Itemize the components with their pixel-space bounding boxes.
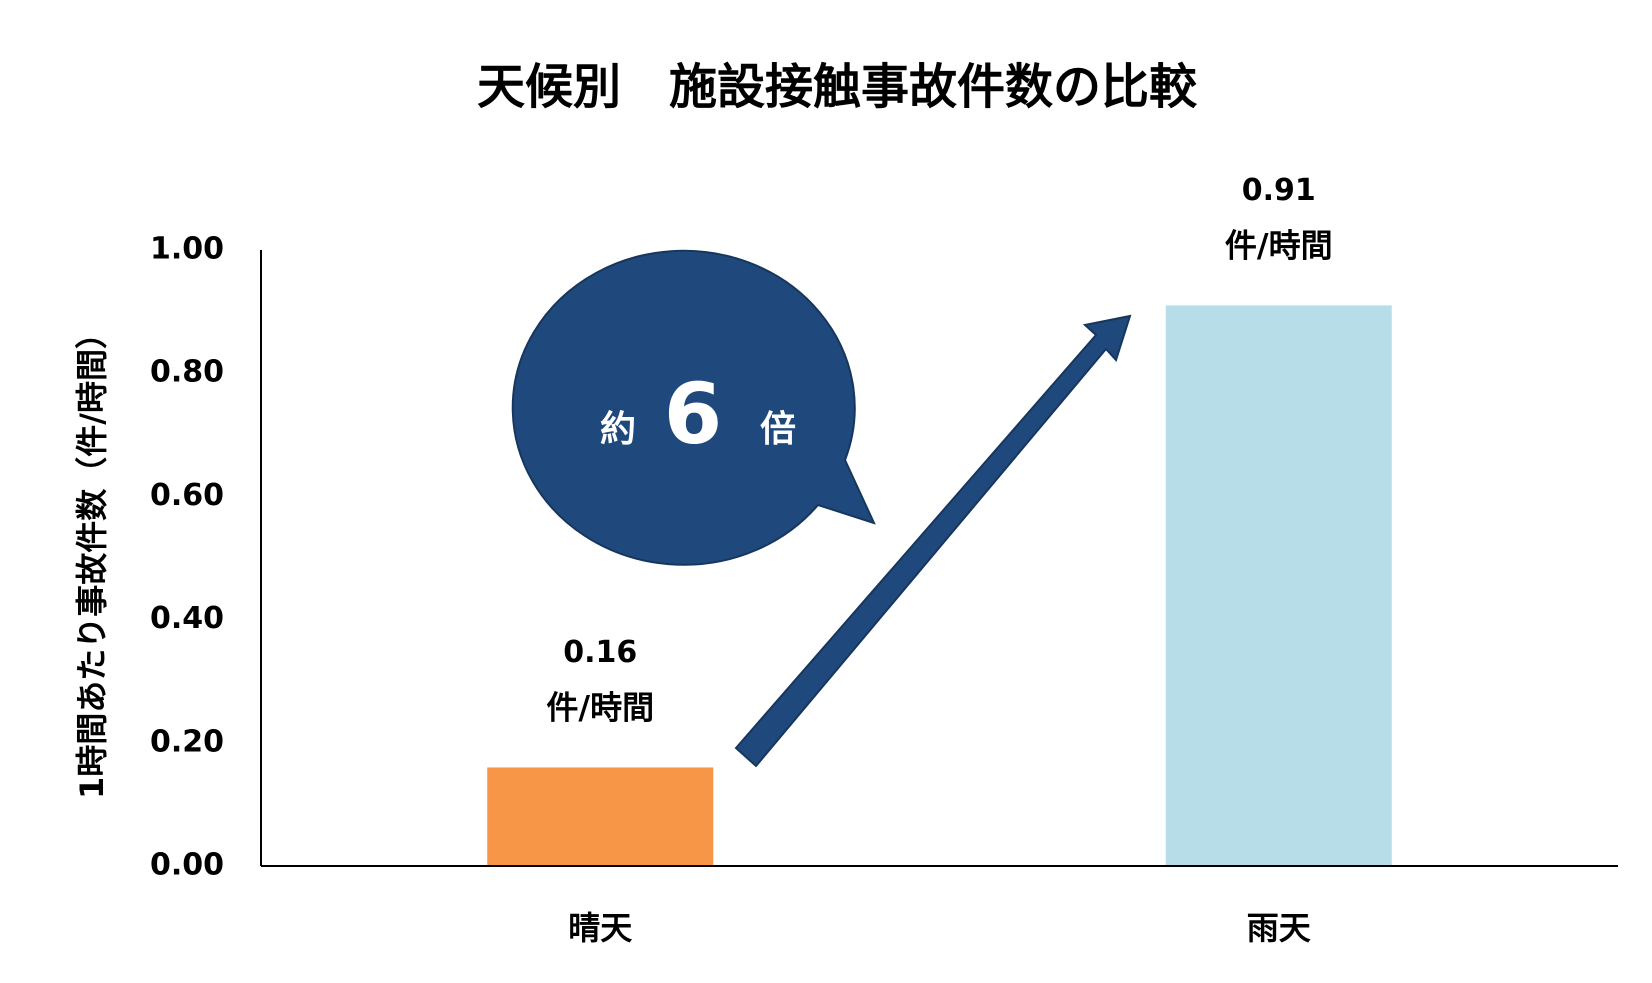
y-tick-label: 0.00: [150, 848, 224, 883]
value-unit: 件/時間: [1225, 226, 1333, 264]
y-axis-label: 1時間あたり事故件数（件/時間）: [73, 317, 111, 799]
chart-title: 天候別 施設接触事故件数の比較: [477, 59, 1198, 115]
y-tick-label: 1.00: [150, 232, 224, 267]
x-tick-label: 雨天: [1247, 909, 1311, 947]
bar: [1165, 305, 1392, 866]
value-label: 0.91: [1242, 173, 1316, 208]
x-tick-label: 晴天: [568, 909, 632, 947]
annotation-number: 6: [664, 365, 722, 463]
annotation-prefix: 約: [600, 409, 636, 450]
y-tick-label: 0.80: [150, 355, 224, 390]
value-label: 0.16: [563, 635, 637, 670]
value-unit: 件/時間: [546, 688, 654, 726]
y-tick-label: 0.40: [150, 601, 224, 636]
y-tick-label: 0.20: [150, 724, 224, 759]
bar: [487, 767, 714, 866]
speech-bubble: [511, 249, 876, 566]
y-tick-label: 0.60: [150, 478, 224, 513]
annotation-suffix: 倍: [760, 409, 796, 450]
arrow: [734, 314, 1132, 768]
